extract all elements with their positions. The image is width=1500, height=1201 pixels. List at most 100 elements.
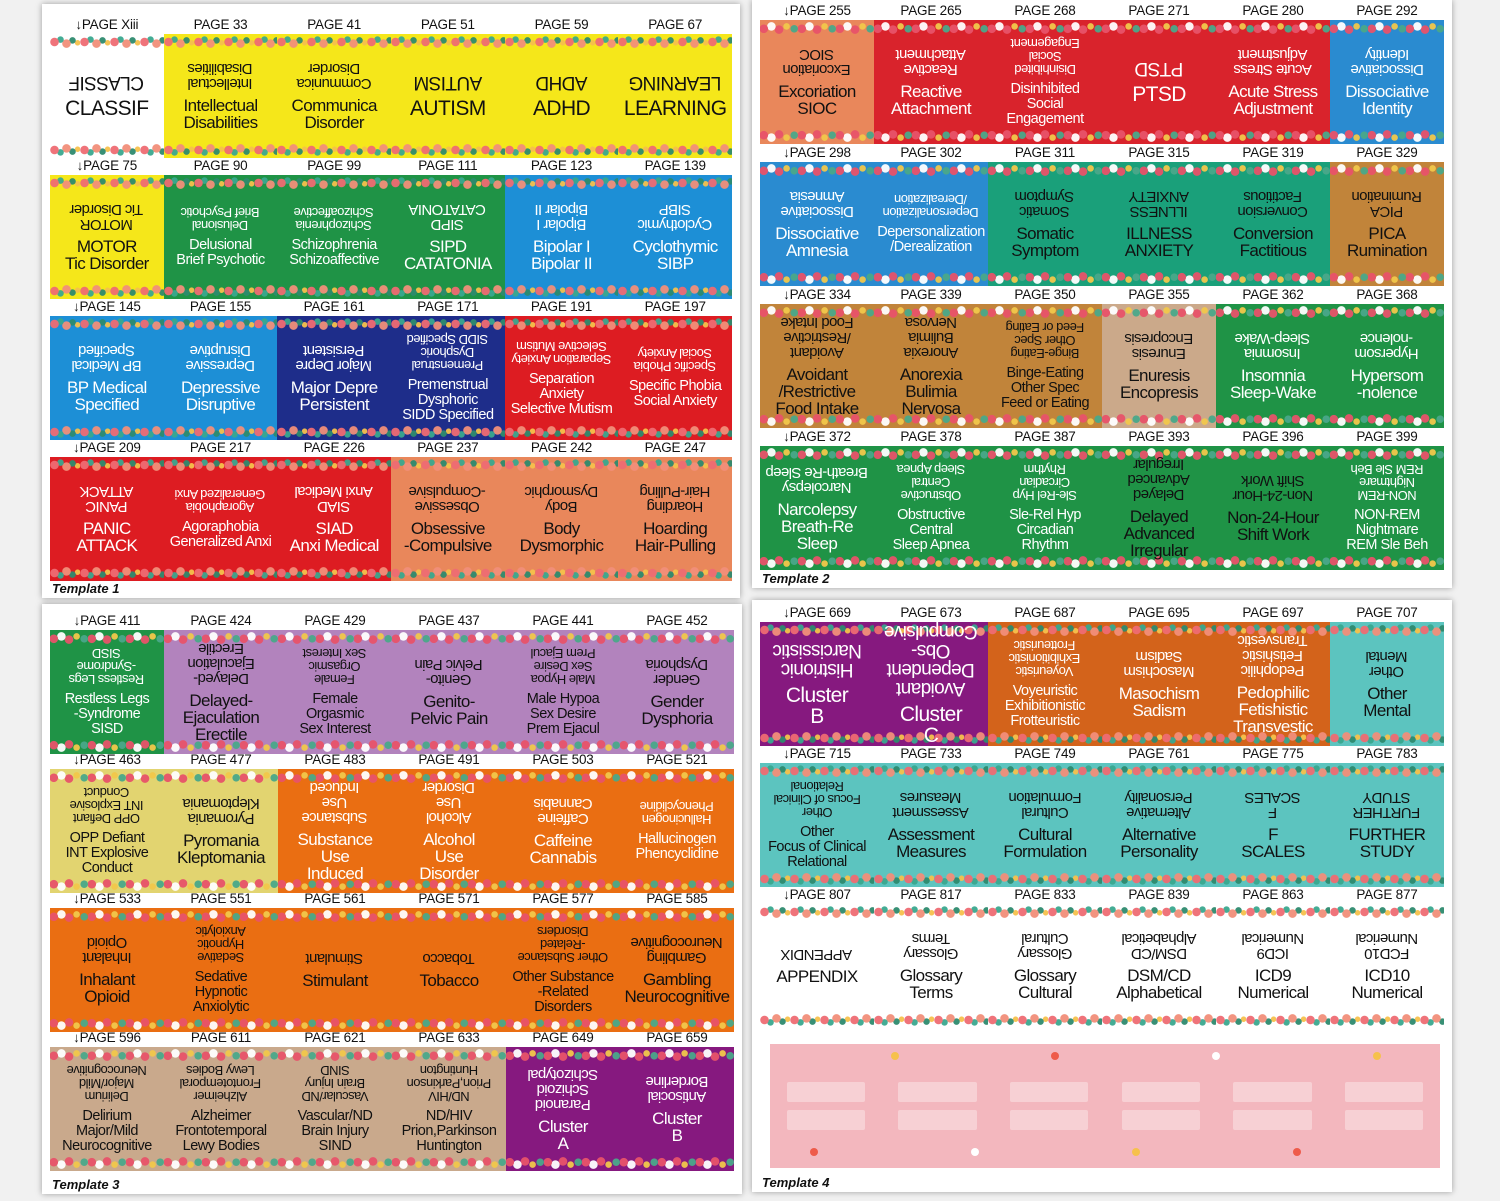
- index-tab[interactable]: APPENDIX APPENDIX: [760, 904, 874, 1028]
- index-tab[interactable]: Glossary Cultural Glossary Cultural: [988, 904, 1102, 1028]
- index-tab[interactable]: Antisocial Borderline Cluster B: [620, 1047, 734, 1171]
- index-tab[interactable]: FCD10 Numerical ICD10 Numerical: [1330, 904, 1444, 1028]
- index-tab[interactable]: SIPD CATATONIA SIPD CATATONIA: [391, 175, 505, 299]
- index-tab[interactable]: Anorexia Bulimia Nervosa Anorexia Bulimia Ner…: [874, 304, 988, 428]
- index-tab[interactable]: Hallucinogen Phencyclidine Hallucinogen Phe…: [620, 769, 734, 893]
- index-tab[interactable]: FURTHER STUDY FURTHER STUDY: [1330, 763, 1444, 887]
- blank-label-field[interactable]: [1121, 1110, 1200, 1130]
- index-tab[interactable]: Other Substance -Related Disorders Other Su…: [506, 908, 620, 1032]
- index-tab[interactable]: Pyromania Kleptomania Pyromania Kleptomania: [164, 769, 278, 893]
- blank-label-field[interactable]: [1345, 1110, 1424, 1130]
- index-tab[interactable]: Obstructive Central Sleep Apnea Obstructive…: [874, 446, 988, 570]
- index-tab[interactable]: Other Mental Other Mental: [1330, 622, 1444, 746]
- index-tab[interactable]: ICD9 Numerical ICD9 Numerical: [1216, 904, 1330, 1028]
- blank-label-field[interactable]: [1345, 1082, 1424, 1102]
- index-tab[interactable]: Inhalant Opioid Inhalant Opioid: [50, 908, 164, 1032]
- index-tab[interactable]: Reactive Attachment Reactive Attachment: [874, 20, 988, 144]
- index-tab[interactable]: Alzheimer Frontotemporal Lewy Bodies Alzhei…: [164, 1047, 278, 1171]
- index-tab[interactable]: Sedative Hypnotic Anxiolytic Sedative Hypnot…: [164, 908, 278, 1032]
- blank-label-field[interactable]: [1233, 1110, 1312, 1130]
- index-tab[interactable]: PANIC ATTACK PANIC ATTACK: [50, 457, 164, 581]
- index-tab[interactable]: Stimulant Stimulant: [278, 908, 392, 1032]
- index-tab[interactable]: Depersonalization/Derealization Depersona…: [874, 162, 988, 286]
- index-tab[interactable]: Tobacco Tobacco: [392, 908, 506, 1032]
- blank-label-field[interactable]: [1233, 1082, 1312, 1102]
- blank-tab[interactable]: [1105, 1082, 1217, 1130]
- index-tab[interactable]: Conversion Factitious Conversion Factitious: [1216, 162, 1330, 286]
- index-tab[interactable]: MOTOR Tic Disorder MOTOR Tic Disorder: [50, 175, 164, 299]
- blank-label-field[interactable]: [1121, 1082, 1200, 1102]
- index-tab[interactable]: Masochism Sadism Masochism Sadism: [1102, 622, 1216, 746]
- index-tab[interactable]: Hoarding Hair-Pulling Hoarding Hair-Pulling: [618, 457, 733, 581]
- index-tab[interactable]: Restless Legs -Syndrome SISD Restless Legs -…: [50, 630, 164, 754]
- index-tab[interactable]: Female Orgasmic Sex Interest Female Orgasmic…: [278, 630, 392, 754]
- index-tab[interactable]: Binge-Eating Other Spec Feed or Eating Bing…: [988, 304, 1102, 428]
- blank-tab[interactable]: [770, 1082, 882, 1130]
- index-tab[interactable]: Assessment Measures Assessment Measures: [874, 763, 988, 887]
- index-tab[interactable]: Histrionic Narcissistic Cluster B: [760, 622, 874, 746]
- index-tab[interactable]: Alternative Personality Alternative Persona…: [1102, 763, 1216, 887]
- index-tab[interactable]: Premenstrual Dysphoric SIDD Specified Preme…: [391, 316, 505, 440]
- index-tab[interactable]: SIAD Anxi Medical SIAD Anxi Medical: [277, 457, 392, 581]
- blank-tab[interactable]: [1217, 1082, 1329, 1130]
- blank-tab[interactable]: [882, 1082, 994, 1130]
- index-tab[interactable]: Genito- Pelvic Pain Genito- Pelvic Pain: [392, 630, 506, 754]
- index-tab[interactable]: Separation Anxiety Selective Mutism Separa…: [504, 316, 619, 440]
- index-tab[interactable]: Communica Disorder Communica Disorder: [277, 34, 392, 158]
- index-tab[interactable]: Disinhibited Social Engagement Disinhibited…: [988, 20, 1102, 144]
- index-tab[interactable]: Delusional Brief Psychotic Delusional Brief…: [163, 175, 278, 299]
- index-tab[interactable]: Delayed- Ejaculation Erectile Delayed- Ejacu…: [164, 630, 278, 754]
- index-tab[interactable]: ADHD ADHD: [504, 34, 619, 158]
- index-tab[interactable]: ILLNESS ANXIETY ILLNESS ANXIETY: [1102, 162, 1216, 286]
- index-tab[interactable]: Avoidant/Restrictive Food Intake Avoidant /…: [760, 304, 874, 428]
- index-tab[interactable]: Cultural Formulation Cultural Formulation: [988, 763, 1102, 887]
- index-tab[interactable]: Body Dysmorphic Body Dysmorphic: [504, 457, 619, 581]
- index-tab[interactable]: Sle-Rel Hyp Circadian Rhythm Sle-Rel Hyp Cir…: [988, 446, 1102, 570]
- index-tab[interactable]: Insomnia Sleep-Wake Insomnia Sleep-Wake: [1216, 304, 1330, 428]
- blank-label-field[interactable]: [786, 1082, 865, 1102]
- index-tab[interactable]: OPP Defiant INT Explosive Conduct OPP Defia…: [50, 769, 164, 893]
- index-tab[interactable]: Dissociative Identity Dissociative Identity: [1330, 20, 1444, 144]
- blank-label-field[interactable]: [898, 1110, 977, 1130]
- index-tab[interactable]: Enuresis Encopresis Enuresis Encopresis: [1102, 304, 1216, 428]
- index-tab[interactable]: Agoraphobia Generalized Anxi Agoraphobia Ge…: [163, 457, 278, 581]
- index-tab[interactable]: Delirium Major/Mild Neurocognitive Delirium…: [50, 1047, 164, 1171]
- blank-tab[interactable]: [1328, 1082, 1440, 1130]
- index-tab[interactable]: Male Hypoa Sex Desire Prem Ejacul Male Hypo…: [506, 630, 620, 754]
- blank-label-field[interactable]: [1010, 1110, 1089, 1130]
- index-tab[interactable]: Caffeine Cannabis Caffeine Cannabis: [506, 769, 620, 893]
- index-tab[interactable]: Intellectual Disabilities Intellectual Disa…: [163, 34, 278, 158]
- index-tab[interactable]: Acute Stress Adjustment Acute Stress Adjust…: [1216, 20, 1330, 144]
- index-tab[interactable]: Hypersom -nolence Hypersom -nolence: [1330, 304, 1444, 428]
- index-tab[interactable]: Gender Dysphoria Gender Dysphoria: [620, 630, 734, 754]
- index-tab[interactable]: Dissociative Amnesia Dissociative Amnesia: [760, 162, 874, 286]
- index-tab[interactable]: ND/HIV Prion,Parkinson Huntington ND/HIV Pri…: [392, 1047, 506, 1171]
- index-tab[interactable]: Vascular/ND Brain Injury SIND Vascular/ND Br…: [278, 1047, 392, 1171]
- index-tab[interactable]: Cyclothymic SIBP Cyclothymic SIBP: [618, 175, 733, 299]
- index-tab[interactable]: PTSD PTSD: [1102, 20, 1216, 144]
- index-tab[interactable]: AUTISM AUTISM: [391, 34, 505, 158]
- index-tab[interactable]: DSM/CD Alphabetical DSM/CD Alphabetical: [1102, 904, 1216, 1028]
- index-tab[interactable]: Pedophilic Fetishistic Transvestic Pedophil…: [1216, 622, 1330, 746]
- blank-label-field[interactable]: [1010, 1082, 1089, 1102]
- index-tab[interactable]: Voyeuristic Exhibitionistic Frotteuristic V…: [988, 622, 1102, 746]
- index-tab[interactable]: BP Medical Specified BP Medical Specified: [50, 316, 164, 440]
- index-tab[interactable]: Specific Phobia Social Anxiety Specific Ph…: [618, 316, 733, 440]
- index-tab[interactable]: PICA Rumination PICA Rumination: [1330, 162, 1444, 286]
- index-tab[interactable]: Somatic Symptom Somatic Symptom: [988, 162, 1102, 286]
- index-tab[interactable]: CLASSIF CLASSIF: [50, 34, 164, 158]
- index-tab[interactable]: Major Depre Persistent Major Depre Persiste…: [277, 316, 392, 440]
- index-tab[interactable]: Schizophrenia Schizoaffective Schizophreni…: [277, 175, 392, 299]
- index-tab[interactable]: Excoriation SIOC Excoriation SIOC: [760, 20, 874, 144]
- index-tab[interactable]: Paranoid Schizoid Schizotypal Cluster A: [506, 1047, 620, 1171]
- index-tab[interactable]: Obsessive -Compulsive Obsessive -Compulsive: [391, 457, 505, 581]
- blank-tab[interactable]: [993, 1082, 1105, 1130]
- blank-label-field[interactable]: [898, 1082, 977, 1102]
- blank-label-field[interactable]: [786, 1110, 865, 1130]
- index-tab[interactable]: Gambling Neurocognitive Gambling Neurocogni…: [620, 908, 734, 1032]
- index-tab[interactable]: Delayed Advanced Irregular Delayed Advanced I…: [1102, 446, 1216, 570]
- index-tab[interactable]: Alcohol Use Disorder Alcohol Use Disorder: [392, 769, 506, 893]
- index-tab[interactable]: Avoidant Dependent Obs-Compulsive Cluster C: [874, 622, 988, 746]
- index-tab[interactable]: Bipolar I Bipolar II Bipolar I Bipolar II: [504, 175, 619, 299]
- index-tab[interactable]: LEARNING LEARNING: [618, 34, 733, 158]
